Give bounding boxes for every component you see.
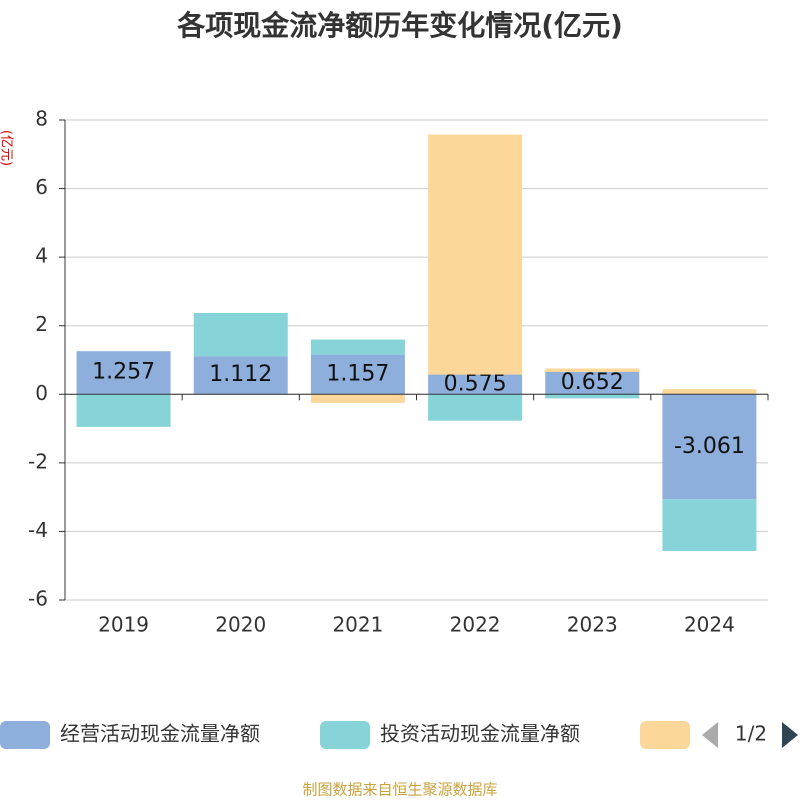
bar (662, 394, 757, 500)
y-tick-label: 4 (35, 244, 48, 268)
bar (310, 339, 405, 355)
value-label: -3.061 (674, 434, 745, 459)
legend-next[interactable] (782, 722, 798, 748)
legend-swatch (0, 721, 50, 749)
x-tick-label: 2019 (98, 613, 149, 637)
y-tick-label: 8 (35, 107, 48, 131)
legend-label: 投资活动现金流量净额 (380, 722, 580, 746)
y-tick-label: 2 (35, 312, 48, 336)
legend-page: 1/2 (735, 722, 767, 746)
bar (428, 134, 523, 375)
bar (545, 368, 640, 372)
bar (310, 394, 405, 403)
bar (428, 374, 523, 395)
bar (310, 354, 405, 395)
x-tick-label: 2023 (567, 613, 618, 637)
bar (76, 351, 171, 395)
legend-prev[interactable] (702, 722, 718, 748)
x-tick-label: 2022 (450, 613, 501, 637)
bar (545, 394, 640, 399)
y-tick-label: -6 (28, 587, 48, 611)
y-tick-label: -4 (28, 518, 48, 542)
chart-title: 各项现金流净额历年变化情况(亿元) (176, 9, 623, 42)
legend-swatch (320, 721, 370, 749)
bar (662, 499, 757, 552)
source-note: 制图数据来自恒生聚源数据库 (302, 781, 497, 799)
x-tick-label: 2024 (684, 613, 735, 637)
y-axis-label: (亿元) (0, 130, 14, 166)
bar (662, 389, 757, 395)
value-label: 1.157 (326, 361, 389, 386)
bar (76, 394, 171, 427)
value-label: 1.257 (92, 360, 155, 385)
x-tick-label: 2020 (215, 613, 266, 637)
value-label: 0.652 (561, 370, 624, 395)
bar (193, 356, 288, 395)
legend-label: 经营活动现金流量净额 (60, 722, 260, 746)
value-label: 0.575 (444, 371, 507, 396)
value-label: 1.112 (209, 362, 272, 387)
y-tick-label: 0 (35, 381, 48, 405)
y-tick-label: 6 (35, 175, 48, 199)
bar (193, 312, 288, 357)
bar (545, 371, 640, 395)
bar (428, 394, 523, 421)
y-tick-label: -2 (28, 449, 48, 473)
x-tick-label: 2021 (332, 613, 383, 637)
legend-swatch (640, 721, 690, 749)
